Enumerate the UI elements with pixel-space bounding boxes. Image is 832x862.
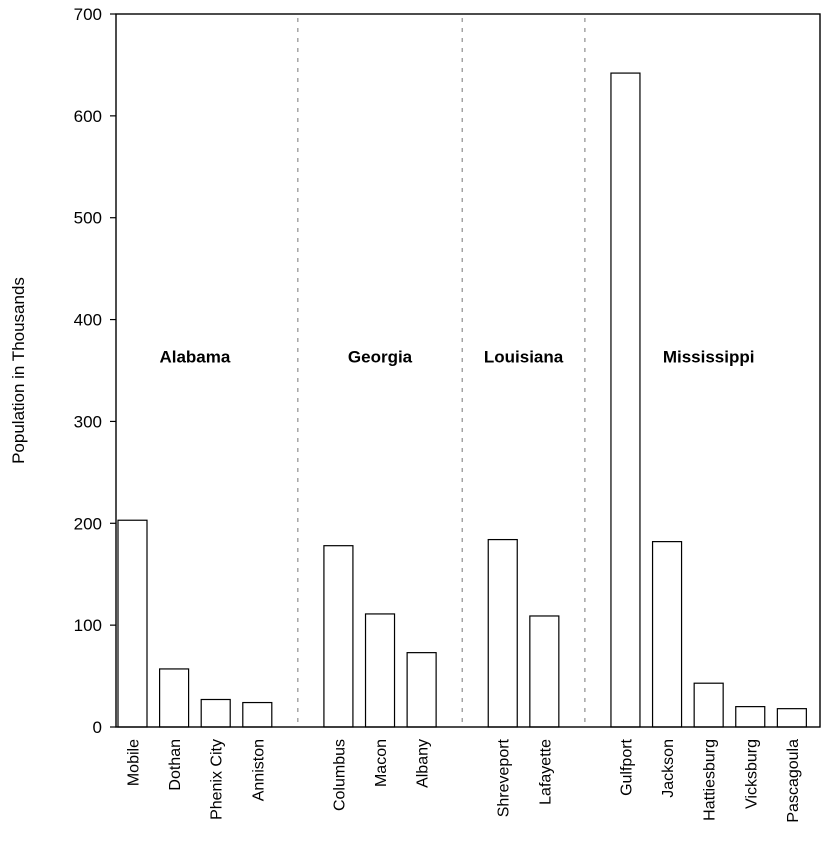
category-label: Columbus [331, 739, 348, 811]
y-tick-label: 0 [93, 718, 102, 737]
bar [159, 668, 190, 728]
category-label: Vicksburg [743, 739, 760, 809]
y-tick-label: 200 [74, 514, 102, 533]
category-label: Dothan [167, 739, 184, 791]
y-axis-title: Population in Thousands [9, 277, 28, 464]
category-label: Anniston [250, 739, 267, 801]
category-label: Lafayette [537, 739, 554, 805]
bar [117, 519, 148, 728]
y-tick-label: 500 [74, 209, 102, 228]
category-label: Macon [373, 739, 390, 787]
group-separators [297, 18, 586, 725]
bar [323, 545, 354, 728]
category-label: Mobile [126, 739, 143, 786]
category-label: Phenix City [209, 739, 226, 820]
y-tick-label: 700 [74, 5, 102, 24]
bars [117, 72, 807, 728]
bar [487, 538, 518, 728]
y-tick-label: 300 [74, 412, 102, 431]
bar [651, 541, 683, 728]
category-label: Gulfport [618, 738, 635, 795]
bar [529, 615, 560, 728]
group-label: Alabama [159, 347, 230, 366]
group-label: Louisiana [484, 347, 564, 366]
category-label: Shreveport [496, 738, 513, 817]
bar [406, 652, 437, 728]
y-tick-label: 600 [74, 107, 102, 126]
group-labels: Alabama Georgia Louisiana Mississippi [159, 347, 754, 366]
group-label: Georgia [348, 347, 413, 366]
y-tick-label: 100 [74, 616, 102, 635]
category-labels: Mobile Dothan Phenix City Anniston Columbus M… [126, 738, 802, 822]
category-label: Albany [415, 739, 432, 788]
category-label: Jackson [660, 739, 677, 798]
group-label: Mississippi [663, 347, 755, 366]
plot-frame [115, 13, 821, 728]
bar [200, 698, 231, 728]
category-label: Hattiesburg [702, 739, 719, 821]
bar [364, 613, 396, 728]
y-axis-ticks: 0 100 200 300 400 500 600 700 [74, 5, 116, 737]
bar [242, 701, 273, 728]
bar [735, 706, 766, 728]
bar [776, 708, 807, 728]
bar [610, 72, 641, 728]
bar [693, 682, 724, 728]
category-label: Pascagoula [785, 739, 802, 823]
y-tick-label: 400 [74, 311, 102, 330]
